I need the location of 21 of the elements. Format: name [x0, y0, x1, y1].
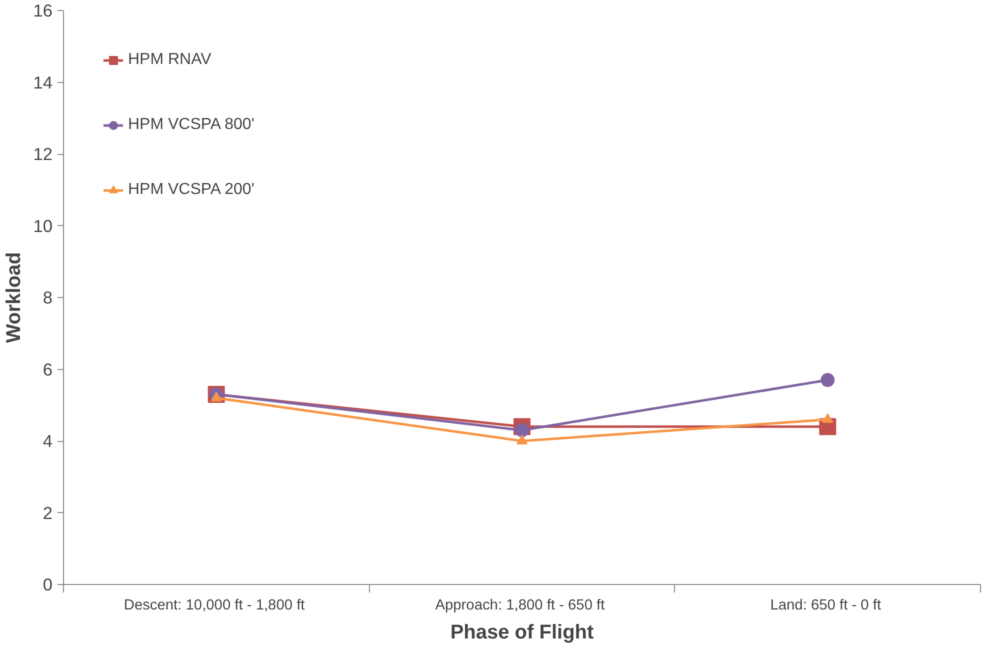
y-axis-title: Workload	[3, 252, 26, 343]
y-tick-label: 16	[33, 0, 53, 20]
point	[516, 434, 528, 444]
x-tick-label: Descent: 10,000 ft - 1,800 ft	[124, 598, 305, 614]
point	[822, 413, 834, 423]
y-tick-label: 6	[42, 359, 53, 380]
y-tick-label: 0	[42, 574, 53, 594]
y-tick-label: 10	[33, 216, 53, 236]
y-tick-label: 4	[42, 431, 53, 451]
y-tick-label: 14	[33, 72, 53, 92]
point	[515, 423, 529, 438]
x-tick-label: Approach: 1,800 ft - 650 ft	[435, 598, 605, 614]
point	[820, 373, 835, 387]
legend-label: HPM VCSPA 200'	[128, 181, 254, 199]
y-tick-label: 2	[42, 502, 53, 523]
legend-label: HPM VCSPA 800'	[128, 116, 254, 134]
x-tick-label: Land: 650 ft - 0 ft	[770, 598, 882, 614]
x-axis-title: Phase of Flight	[450, 622, 594, 644]
legend-label: HPM RNAV	[128, 51, 212, 69]
y-tick-label: 8	[42, 288, 53, 308]
y-tick-label: 12	[33, 144, 53, 164]
